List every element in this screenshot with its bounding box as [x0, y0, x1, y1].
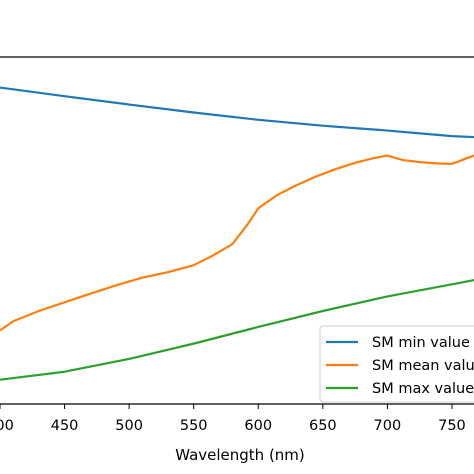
x-tick-label-400: 400	[0, 418, 14, 434]
legend-label-2: SM max value	[372, 381, 474, 397]
x-tick-label-450: 450	[51, 418, 79, 434]
x-tick-label-500: 500	[115, 418, 143, 434]
legend-label-0: SM min value	[372, 335, 470, 351]
x-axis-label: Wavelength (nm)	[175, 446, 305, 464]
legend-box	[319, 325, 474, 403]
x-tick-label-700: 700	[374, 418, 402, 434]
x-tick-label-750: 750	[438, 418, 466, 434]
x-tick-label-650: 650	[309, 418, 337, 434]
x-tick-label-550: 550	[180, 418, 208, 434]
series-line-0	[0, 86, 474, 139]
axes-layer: 400450500550600650700750800	[0, 56, 474, 434]
x-tick-label-600: 600	[244, 418, 272, 434]
legend: SM min value SM mean value SM max value	[319, 325, 474, 403]
series-line-2	[0, 279, 474, 381]
legend-label-1: SM mean value	[372, 358, 474, 374]
series-layer	[0, 86, 474, 381]
series-line-1	[0, 154, 474, 332]
